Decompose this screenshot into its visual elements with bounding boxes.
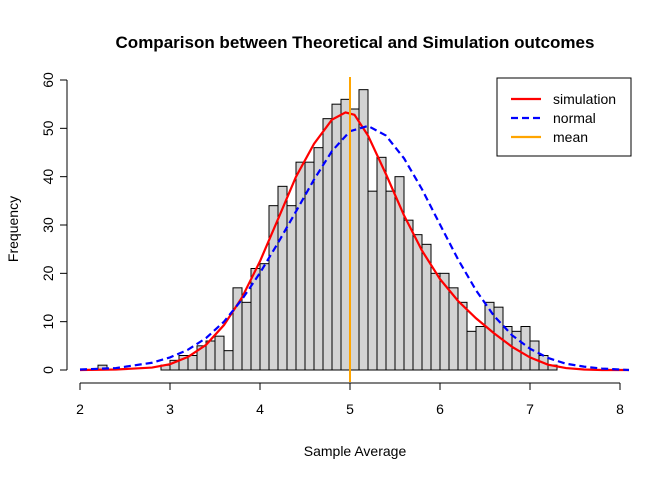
x-tick-label: 3 [166,401,174,417]
y-tick-label: 60 [40,72,56,88]
y-tick-label: 40 [40,169,56,185]
x-tick-label: 4 [256,401,264,417]
histogram-bar [430,272,441,371]
histogram-bar [367,190,378,371]
histogram-bar [385,190,396,371]
x-axis-label: Sample Average [304,443,407,459]
histogram-bar [241,301,252,371]
histogram-bar [214,335,225,371]
y-tick-label: 20 [40,265,56,281]
y-tick-label: 10 [40,314,56,330]
simulation-curve [79,111,629,372]
histogram-bars [97,89,558,371]
histogram-bar [295,161,306,371]
y-tick-label: 50 [40,120,56,136]
legend-label-mean: mean [553,129,588,145]
histogram-bar [403,219,414,371]
histogram-bar [475,326,486,371]
histogram-bar [529,340,540,371]
histogram-bar [259,263,270,371]
legend: simulation normal mean [496,77,632,157]
normal-curve [79,124,630,372]
y-tick-label: 0 [40,366,56,374]
x-tick-label: 7 [526,401,534,417]
histogram-bar [376,156,387,371]
y-tick-label: 30 [40,217,56,233]
histogram-bar [187,355,198,371]
y-axis-label: Frequency [5,196,21,262]
legend-label-normal: normal [553,110,596,126]
histogram-bar [286,205,297,371]
x-tick-label: 8 [616,401,624,417]
x-tick-label: 6 [436,401,444,417]
x-tick-label: 5 [346,401,354,417]
histogram-bar [322,118,333,371]
histogram-bar [457,301,468,371]
histogram-bar [313,147,324,371]
density-curves [79,77,630,382]
histogram-bar [466,330,477,371]
histogram-bar [502,326,513,371]
histogram-bar [349,108,360,371]
legend-box [496,77,632,157]
x-tick-label: 2 [76,401,84,417]
chart-title: Comparison between Theoretical and Simul… [116,33,595,52]
histogram-bar [205,340,216,371]
histogram-bar [223,350,234,371]
histogram-bar [412,234,423,371]
histogram-bar [340,98,351,371]
axes: 2 3 4 5 6 7 8 0 10 20 30 40 50 60 [40,72,624,417]
legend-label-simulation: simulation [553,91,616,107]
